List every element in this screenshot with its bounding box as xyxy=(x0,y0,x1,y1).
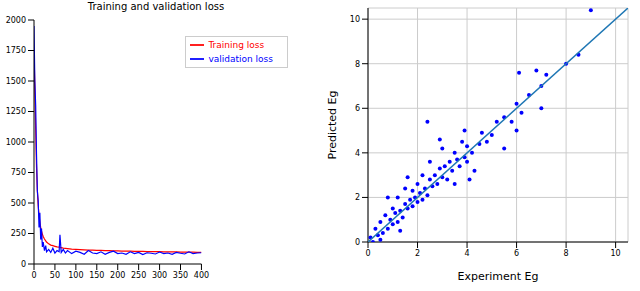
svg-text:6: 6 xyxy=(355,104,360,113)
svg-text:200: 200 xyxy=(110,271,125,280)
svg-text:Experiment Eg: Experiment Eg xyxy=(458,270,539,283)
svg-text:250: 250 xyxy=(131,271,146,280)
svg-text:Predicted Eg: Predicted Eg xyxy=(326,90,339,159)
svg-text:350: 350 xyxy=(173,271,188,280)
svg-text:400: 400 xyxy=(194,271,209,280)
svg-text:750: 750 xyxy=(11,168,26,177)
svg-text:0: 0 xyxy=(355,238,360,247)
svg-text:100: 100 xyxy=(68,271,83,280)
html-text:Training loss: Training loss xyxy=(208,39,265,50)
svg-text:150: 150 xyxy=(89,271,104,280)
svg-text:1750: 1750 xyxy=(8,46,26,55)
svg-text:8: 8 xyxy=(564,249,569,258)
svg-text:0: 0 xyxy=(21,260,26,269)
svg-text:2: 2 xyxy=(415,249,420,258)
svg-text:300: 300 xyxy=(152,271,167,280)
svg-text:1500: 1500 xyxy=(8,77,26,86)
svg-text:2: 2 xyxy=(355,193,360,202)
svg-text:1000: 1000 xyxy=(8,138,26,147)
html-text:validation loss: validation loss xyxy=(208,53,273,64)
svg-text:6: 6 xyxy=(514,249,519,258)
svg-text:500: 500 xyxy=(11,199,26,208)
svg-text:8: 8 xyxy=(355,60,360,69)
svg-text:250: 250 xyxy=(11,229,26,238)
svg-text:10: 10 xyxy=(611,249,621,258)
svg-text:0: 0 xyxy=(31,271,36,280)
svg-text:4: 4 xyxy=(355,149,360,158)
svg-text:1250: 1250 xyxy=(8,107,26,116)
svg-text:50: 50 xyxy=(50,271,60,280)
svg-text:10: 10 xyxy=(350,15,360,24)
svg-text:0: 0 xyxy=(365,249,370,258)
html-text:Training and validation loss: Training and validation loss xyxy=(87,1,225,12)
svg-text:4: 4 xyxy=(465,249,470,258)
svg-text:2000: 2000 xyxy=(8,16,26,25)
